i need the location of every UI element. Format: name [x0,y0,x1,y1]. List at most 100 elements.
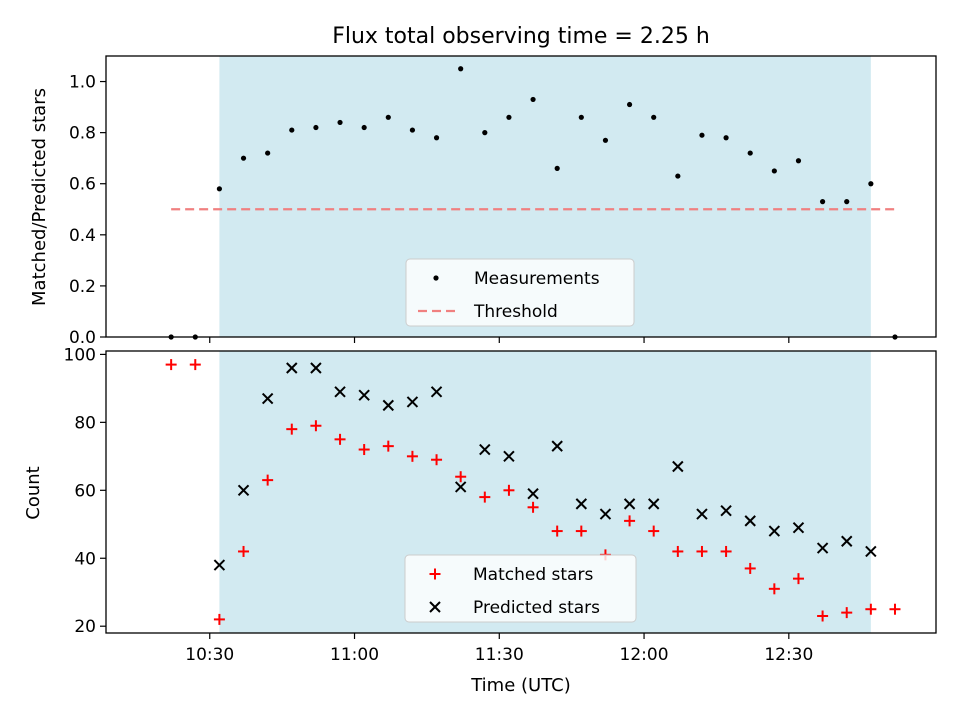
data-point-1-2 [261,392,274,405]
legend: Matched stars Predicted stars [404,554,637,623]
data-point-0-12 [458,66,464,72]
data-point-1-21-b [720,504,732,517]
data-point-0-26 [792,573,804,585]
data-point-1-3 [286,362,298,374]
data-point-0-29 [865,603,877,615]
data-point-1-22 [744,515,756,527]
data-point-0-2 [216,186,223,192]
y-tick-label-3: 0.6 [69,175,96,195]
data-point-0-13 [479,491,491,503]
data-point-0-1 [189,359,201,371]
data-point-1-17 [623,498,636,510]
data-point-1-8 [406,396,419,408]
data-point-0-15 [530,96,536,103]
data-point-1-26 [841,535,853,547]
data-point-1-24-b [792,521,805,534]
data-point-1-1 [237,484,250,497]
data-point-0-24 [747,150,753,156]
data-point-0-11 [431,454,443,466]
data-point-1-13-b [527,487,539,500]
data-point-0-22 [696,545,708,557]
data-point-0-19 [626,101,633,108]
data-point-1-9-b [430,386,443,398]
data-point-1-1-b [237,484,250,497]
data-point-1-16-b [599,508,612,520]
data-point-1-5-b [334,386,346,398]
data-point-1-12 [503,450,515,463]
data-point-0-18 [602,137,609,143]
data-point-1-0-b [213,559,226,571]
data-point-0-26 [795,158,802,164]
data-point-0-27 [819,199,826,205]
data-point-1-18-b [647,498,660,510]
data-point-0-28 [841,607,853,619]
x-tick-label-0: 10:30 [185,645,234,665]
y-tick-label-5: 1.0 [69,73,96,93]
data-point-0-8 [361,124,367,131]
series-1 [213,362,877,571]
data-point-0-6 [313,124,319,131]
x-axis-label: Time (UTC) [470,675,571,696]
plot-frame [105,350,937,634]
data-point-0-5 [286,423,298,435]
y-tick-label-4: 0.8 [69,124,96,144]
data-point-1-7-b [382,399,395,412]
legend-box [404,554,637,623]
data-point-0-20 [651,114,657,120]
legend-label-1: Predicted stars [473,598,600,618]
data-point-1-17-b [623,498,636,510]
data-point-0-12 [455,471,467,483]
data-point-0-6 [310,420,322,432]
data-point-0-4 [262,474,274,486]
data-point-0-9 [385,114,391,120]
data-point-1-13 [527,487,539,500]
data-point-1-23 [768,525,781,537]
data-point-0-0 [165,359,177,371]
data-point-0-29 [868,181,874,187]
data-point-1-4-b [310,362,322,374]
data-point-0-7 [337,119,343,126]
data-point-0-14 [503,484,515,496]
data-point-0-20 [648,525,660,537]
data-point-1-10 [454,481,467,493]
legend: Measurements Threshold [405,258,635,327]
y-tick-label-0: 20 [74,617,96,637]
data-point-1-5 [334,386,346,398]
data-point-0-11 [433,135,440,141]
y-tick-label-2: 60 [74,481,96,501]
y-tick-label-4: 100 [64,345,96,365]
data-point-0-3 [238,545,250,557]
top-panel: 0.0 0.2 0.4 0.6 0.8 1.0 Measurements Threshold [69,55,937,348]
data-point-1-11 [479,443,491,456]
data-point-0-5 [289,127,295,133]
data-point-1-2-b [261,392,274,405]
data-point-0-21 [672,545,684,557]
y-tick-label-0: 0.0 [69,328,96,348]
data-point-0-16 [554,165,560,171]
legend-swatch-0 [433,275,439,281]
legend-swatch-1 [429,601,441,613]
bottom-panel: 20 40 60 80 100 10:30 11:00 11:30 12:00 12:30 Matc… [64,345,937,665]
plot-frame [105,55,937,338]
data-point-0-17 [578,114,584,120]
data-point-1-9 [430,386,443,398]
data-point-1-6 [358,389,370,401]
y-tick-label-3: 80 [74,413,96,433]
data-point-1-24 [792,521,805,534]
legend-swatch-1-b [429,601,441,613]
y-tick-label-1: 0.2 [69,277,96,297]
bottom-y-axis-label: Count [23,466,44,519]
data-point-0-19 [624,515,636,527]
legend-label-1: Threshold [473,302,558,322]
data-point-1-19-b [672,460,684,473]
data-point-0-3 [240,155,247,161]
x-tick-label-4: 12:30 [764,645,813,665]
data-point-1-14 [551,440,563,452]
data-point-0-2 [213,613,225,625]
data-point-0-22 [699,132,705,138]
data-point-1-27-b [865,545,877,558]
data-point-1-15 [575,498,588,510]
data-point-1-7 [382,399,395,412]
legend-box [405,258,635,327]
data-point-1-4 [310,362,322,374]
